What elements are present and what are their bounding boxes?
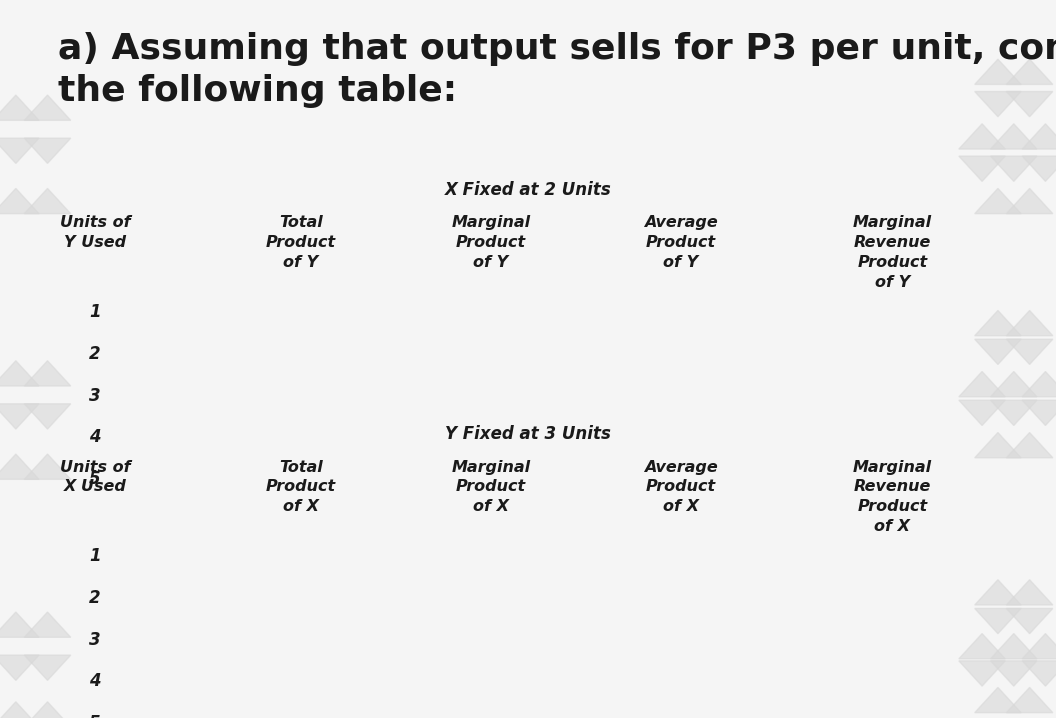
Polygon shape [24,138,71,164]
Polygon shape [1006,59,1053,85]
Polygon shape [975,188,1021,214]
Text: Marginal
Product
of Y: Marginal Product of Y [452,215,530,270]
Polygon shape [1006,188,1053,214]
Polygon shape [991,661,1037,686]
Polygon shape [0,655,39,681]
Polygon shape [24,612,71,638]
Polygon shape [975,579,1021,605]
Text: Total
Product
of Y: Total Product of Y [266,215,336,270]
Text: 1: 1 [89,303,101,322]
Polygon shape [1022,123,1056,149]
Text: Units of
Y Used: Units of Y Used [60,215,130,250]
Polygon shape [959,156,1005,182]
Polygon shape [991,371,1037,397]
Text: Units of
X Used: Units of X Used [60,460,130,494]
Polygon shape [1022,156,1056,182]
Polygon shape [24,404,71,429]
Polygon shape [24,188,71,214]
Polygon shape [0,95,39,121]
Polygon shape [24,360,71,386]
Polygon shape [1006,608,1053,634]
Polygon shape [991,400,1037,426]
Polygon shape [975,687,1021,713]
Text: 4: 4 [89,428,101,447]
Polygon shape [1006,432,1053,458]
Polygon shape [975,432,1021,458]
Polygon shape [0,454,39,480]
Polygon shape [991,156,1037,182]
Text: Average
Product
of X: Average Product of X [644,460,718,514]
Polygon shape [959,123,1005,149]
Text: 3: 3 [89,630,101,649]
Text: Marginal
Product
of X: Marginal Product of X [452,460,530,514]
Polygon shape [975,608,1021,634]
Polygon shape [24,95,71,121]
Polygon shape [24,655,71,681]
Polygon shape [975,91,1021,117]
Text: 2: 2 [89,345,101,363]
Text: 5: 5 [89,470,101,488]
Text: Marginal
Revenue
Product
of Y: Marginal Revenue Product of Y [853,215,931,290]
Polygon shape [959,661,1005,686]
Polygon shape [975,59,1021,85]
Polygon shape [0,701,39,718]
Polygon shape [959,633,1005,659]
Polygon shape [1006,339,1053,365]
Polygon shape [1006,579,1053,605]
Text: Y Fixed at 3 Units: Y Fixed at 3 Units [445,425,611,444]
Polygon shape [1022,633,1056,659]
Polygon shape [1006,310,1053,336]
Polygon shape [959,400,1005,426]
Polygon shape [1022,661,1056,686]
Polygon shape [1022,400,1056,426]
Polygon shape [1022,371,1056,397]
Polygon shape [0,360,39,386]
Text: Average
Product
of Y: Average Product of Y [644,215,718,270]
Polygon shape [0,138,39,164]
Polygon shape [0,188,39,214]
Polygon shape [24,454,71,480]
Text: 1: 1 [89,547,101,566]
Text: Total
Product
of X: Total Product of X [266,460,336,514]
Text: 4: 4 [89,672,101,691]
Polygon shape [24,701,71,718]
Polygon shape [975,310,1021,336]
Polygon shape [975,339,1021,365]
Polygon shape [1006,91,1053,117]
Polygon shape [991,123,1037,149]
Polygon shape [1006,687,1053,713]
Text: 3: 3 [89,386,101,405]
Text: X Fixed at 2 Units: X Fixed at 2 Units [445,181,611,200]
Polygon shape [959,371,1005,397]
Text: Marginal
Revenue
Product
of X: Marginal Revenue Product of X [853,460,931,534]
Text: 5: 5 [89,714,101,718]
Polygon shape [0,612,39,638]
Text: 2: 2 [89,589,101,607]
Text: a) Assuming that output sells for P3 per unit, complete
the following table:: a) Assuming that output sells for P3 per… [58,32,1056,108]
Polygon shape [991,633,1037,659]
Polygon shape [0,404,39,429]
